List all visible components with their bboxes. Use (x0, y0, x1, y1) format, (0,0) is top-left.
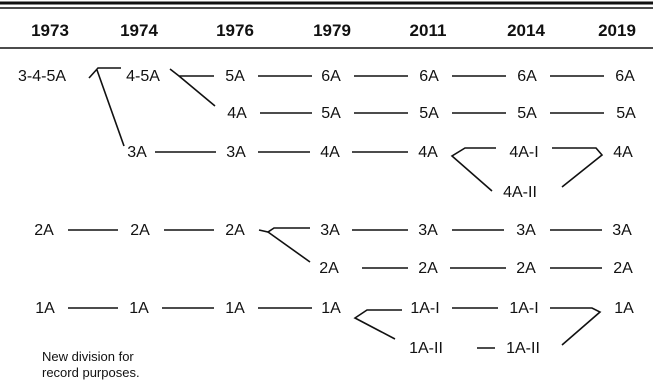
upper-group: 3-4-5A 4-5A 3A 5A 4A 3A 6A 5A 4A 6A 5A 4… (18, 67, 636, 201)
link-1973-to-1974-3a (96, 69, 125, 147)
node-2014-4a-ii: 4A-II (503, 184, 537, 201)
node-2019-2a: 2A (613, 260, 633, 277)
node-1973-3-4-5a: 3-4-5A (18, 68, 66, 85)
year-header-1979: 1979 (313, 21, 351, 40)
node-2019-4a: 4A (613, 144, 633, 161)
node-2011-3a: 3A (418, 222, 438, 239)
node-1976-1a: 1A (225, 300, 245, 317)
node-1973-2a: 2A (34, 222, 54, 239)
node-2011-5a: 5A (419, 105, 439, 122)
node-2011-6a: 6A (419, 68, 439, 85)
year-headers: 1973 1974 1976 1979 2011 2014 2019 (31, 21, 636, 40)
node-2019-3a: 3A (612, 222, 632, 239)
node-1979-6a: 6A (321, 68, 341, 85)
node-1979-5a: 5A (321, 105, 341, 122)
node-2011-4a: 4A (418, 144, 438, 161)
node-1976-2a: 2A (225, 222, 245, 239)
node-1974-2a: 2A (130, 222, 150, 239)
node-2011-1a-ii: 1A-II (409, 340, 443, 357)
footnote-line-1: New division for (42, 349, 134, 364)
footnote: New division for record purposes. (42, 349, 140, 380)
node-1979-1a: 1A (321, 300, 341, 317)
node-2019-1a: 1A (614, 300, 634, 317)
link-1974-to-1976-5a (169, 68, 214, 77)
node-1976-5a: 5A (225, 68, 245, 85)
node-1974-3a: 3A (127, 144, 147, 161)
link-2011-to-2014-4a-split (450, 147, 496, 192)
node-2014-1a-ii: 1A-II (506, 340, 540, 357)
node-2014-4a-i: 4A-I (509, 144, 538, 161)
node-1976-3a: 3A (226, 144, 246, 161)
node-2014-5a: 5A (517, 105, 537, 122)
year-header-2014: 2014 (507, 21, 545, 40)
node-1974-1a: 1A (129, 300, 149, 317)
footnote-line-2: record purposes. (42, 365, 140, 380)
year-header-2011: 2011 (410, 21, 447, 40)
node-2014-3a: 3A (516, 222, 536, 239)
link-1973-to-1974-4-5a (88, 67, 121, 79)
middle-group: 2A 2A 2A 3A 2A 3A 2A 3A 2A 3A 2A (34, 222, 633, 277)
link-1976-to-1979-3a (258, 227, 310, 233)
node-1974-4-5a: 4-5A (126, 68, 160, 85)
node-2019-5a: 5A (616, 105, 636, 122)
node-1979-4a: 4A (320, 144, 340, 161)
node-2011-1a-i: 1A-I (410, 300, 439, 317)
year-header-1974: 1974 (120, 21, 158, 40)
node-1973-1a: 1A (35, 300, 55, 317)
link-1979-to-2011-1a-split (353, 309, 402, 340)
node-2019-6a: 6A (615, 68, 635, 85)
node-2014-2a: 2A (516, 260, 536, 277)
link-1976-to-1979-2a (267, 231, 311, 263)
node-1979-2a: 2A (319, 260, 339, 277)
year-header-1973: 1973 (31, 21, 69, 40)
node-1976-4a: 4A (227, 105, 247, 122)
link-1974-to-1976-4a (178, 75, 216, 107)
link-2014-to-2019-1a-merge (550, 307, 602, 346)
node-2014-1a-i: 1A-I (509, 300, 538, 317)
link-2014-to-2019-4a-merge (552, 147, 604, 188)
year-header-1976: 1976 (216, 21, 254, 40)
node-1979-3a: 3A (320, 222, 340, 239)
node-2014-6a: 6A (517, 68, 537, 85)
node-2011-2a: 2A (418, 260, 438, 277)
lower-group: 1A 1A 1A 1A 1A-I 1A-II 1A-I 1A-II 1A (35, 300, 634, 357)
year-header-2019: 2019 (598, 21, 636, 40)
